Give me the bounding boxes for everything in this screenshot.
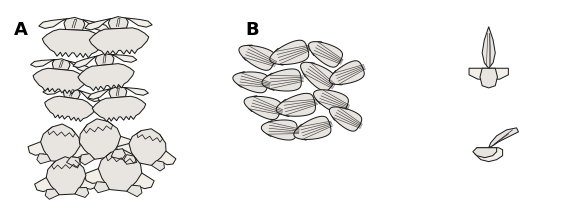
Polygon shape bbox=[480, 68, 497, 88]
Polygon shape bbox=[333, 70, 343, 77]
Polygon shape bbox=[266, 130, 277, 136]
Polygon shape bbox=[239, 45, 275, 70]
Polygon shape bbox=[42, 29, 105, 58]
Polygon shape bbox=[248, 105, 259, 112]
Polygon shape bbox=[95, 54, 114, 66]
Polygon shape bbox=[309, 62, 318, 72]
Polygon shape bbox=[247, 45, 256, 53]
Polygon shape bbox=[129, 129, 166, 165]
Polygon shape bbox=[308, 42, 342, 67]
Polygon shape bbox=[117, 144, 176, 165]
Polygon shape bbox=[311, 49, 322, 56]
Polygon shape bbox=[52, 59, 70, 70]
Polygon shape bbox=[301, 62, 335, 91]
Polygon shape bbox=[28, 142, 92, 160]
Polygon shape bbox=[313, 90, 348, 113]
Polygon shape bbox=[46, 157, 86, 195]
Polygon shape bbox=[89, 28, 149, 55]
Polygon shape bbox=[124, 155, 137, 164]
Polygon shape bbox=[85, 18, 152, 30]
Polygon shape bbox=[109, 17, 128, 29]
Polygon shape bbox=[73, 55, 137, 68]
Polygon shape bbox=[63, 88, 80, 99]
Polygon shape bbox=[317, 42, 325, 50]
Polygon shape bbox=[262, 69, 301, 91]
Polygon shape bbox=[475, 148, 502, 162]
Polygon shape bbox=[294, 116, 331, 139]
Polygon shape bbox=[303, 70, 313, 77]
Polygon shape bbox=[281, 99, 293, 106]
Polygon shape bbox=[109, 86, 127, 98]
Polygon shape bbox=[37, 154, 50, 164]
Polygon shape bbox=[322, 89, 330, 97]
Polygon shape bbox=[64, 17, 85, 30]
Polygon shape bbox=[482, 27, 495, 68]
Polygon shape bbox=[80, 154, 95, 165]
Polygon shape bbox=[94, 182, 109, 193]
Polygon shape bbox=[489, 128, 518, 148]
Polygon shape bbox=[338, 77, 346, 85]
Polygon shape bbox=[298, 124, 309, 131]
Polygon shape bbox=[269, 83, 280, 90]
Polygon shape bbox=[88, 88, 149, 99]
Polygon shape bbox=[329, 61, 365, 85]
Polygon shape bbox=[85, 169, 154, 189]
Polygon shape bbox=[45, 96, 95, 121]
Polygon shape bbox=[238, 81, 248, 87]
Polygon shape bbox=[338, 107, 345, 115]
Polygon shape bbox=[79, 119, 121, 159]
Polygon shape bbox=[244, 96, 281, 120]
Polygon shape bbox=[278, 57, 288, 65]
Polygon shape bbox=[98, 149, 142, 191]
Polygon shape bbox=[268, 73, 279, 80]
Polygon shape bbox=[473, 148, 497, 158]
Polygon shape bbox=[35, 176, 98, 192]
Polygon shape bbox=[233, 72, 268, 93]
Polygon shape bbox=[68, 136, 134, 158]
Polygon shape bbox=[329, 107, 362, 131]
Polygon shape bbox=[252, 96, 261, 103]
Polygon shape bbox=[317, 98, 328, 104]
Polygon shape bbox=[41, 124, 80, 162]
Polygon shape bbox=[261, 120, 297, 140]
Polygon shape bbox=[33, 68, 86, 94]
Polygon shape bbox=[240, 72, 249, 79]
Polygon shape bbox=[276, 93, 315, 116]
Polygon shape bbox=[127, 185, 142, 197]
Polygon shape bbox=[45, 189, 59, 199]
Text: B: B bbox=[245, 21, 259, 39]
Polygon shape bbox=[302, 132, 311, 140]
Polygon shape bbox=[78, 64, 134, 91]
Polygon shape bbox=[332, 114, 342, 120]
Polygon shape bbox=[31, 60, 91, 72]
Polygon shape bbox=[111, 149, 126, 159]
Polygon shape bbox=[274, 49, 286, 55]
Polygon shape bbox=[92, 96, 146, 121]
Polygon shape bbox=[268, 121, 278, 127]
Polygon shape bbox=[43, 88, 100, 102]
Polygon shape bbox=[469, 68, 508, 79]
Polygon shape bbox=[284, 109, 294, 117]
Polygon shape bbox=[270, 40, 309, 64]
Polygon shape bbox=[242, 54, 254, 60]
Text: A: A bbox=[14, 21, 28, 39]
Polygon shape bbox=[66, 157, 80, 167]
Polygon shape bbox=[75, 187, 89, 198]
Polygon shape bbox=[39, 19, 110, 31]
Polygon shape bbox=[151, 161, 164, 171]
